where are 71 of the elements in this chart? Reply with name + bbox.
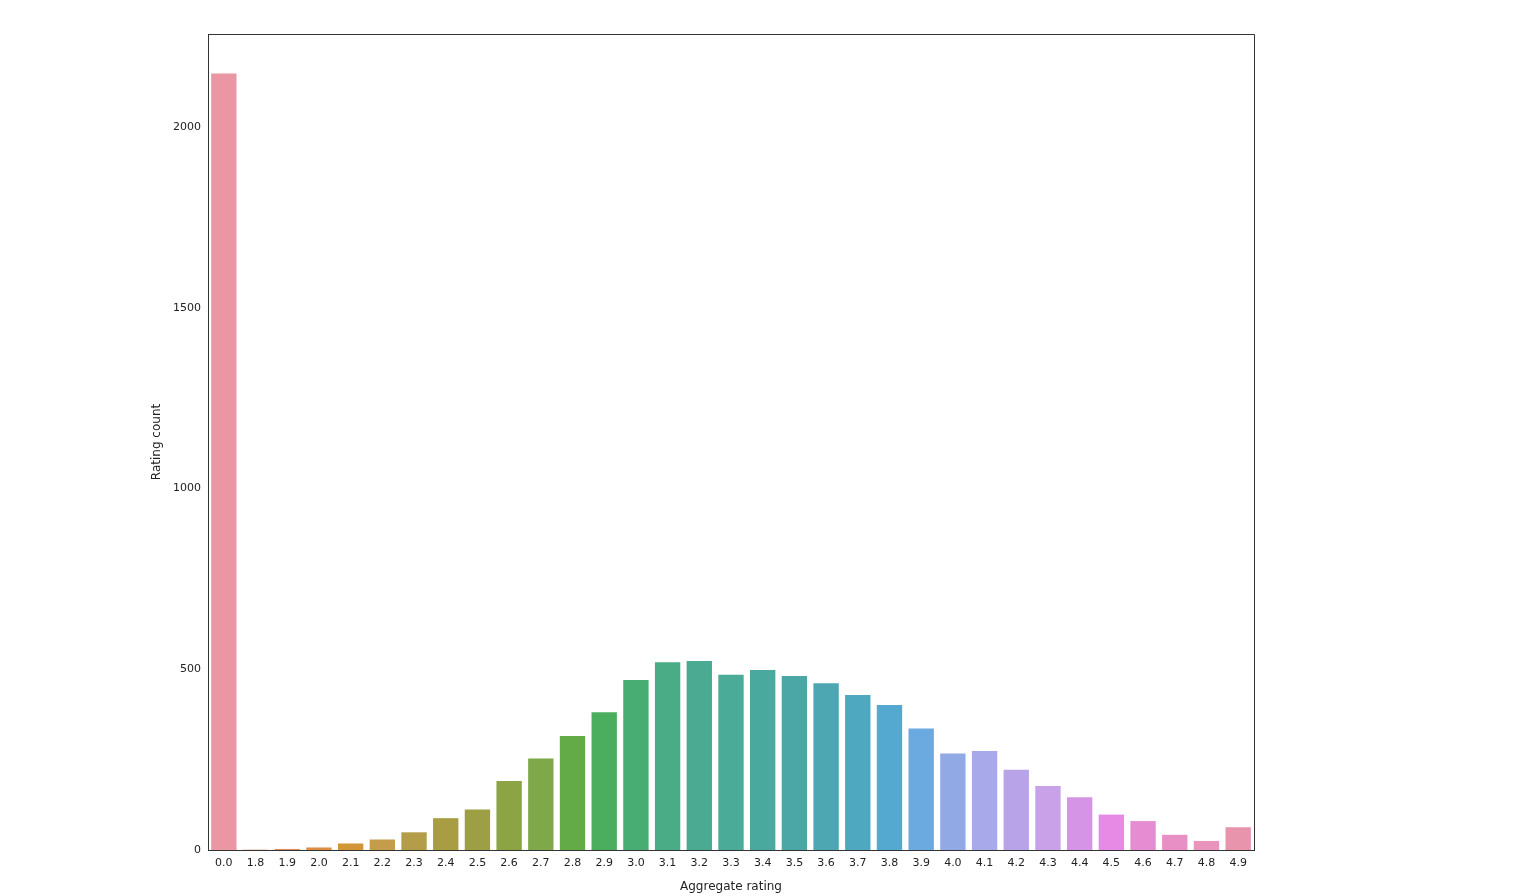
- x-tick-label: 2.9: [595, 856, 613, 870]
- x-tick-label: 2.6: [500, 856, 518, 870]
- x-tick-label: 4.0: [944, 856, 962, 870]
- bar: [654, 662, 681, 850]
- x-tick-label: 4.1: [975, 856, 994, 870]
- x-tick-label: 4.4: [1070, 856, 1089, 870]
- bar: [781, 676, 808, 850]
- x-tick-label: 3.6: [817, 856, 835, 870]
- x-tick-label: 3.3: [722, 856, 740, 870]
- bar: [1003, 769, 1029, 850]
- x-tick-label: 4.5: [1102, 856, 1121, 870]
- bar: [559, 736, 586, 850]
- x-tick-label: 0.0: [215, 856, 233, 870]
- bar: [433, 818, 459, 850]
- bar: [464, 809, 491, 850]
- bar: [401, 832, 427, 850]
- x-tick-label: 2.8: [563, 856, 582, 870]
- x-tick-label: 2.5: [468, 856, 487, 870]
- x-tick-label: 2.7: [532, 856, 550, 870]
- x-tick-label: 4.7: [1166, 856, 1184, 870]
- bar: [750, 669, 776, 850]
- bar: [337, 843, 364, 850]
- y-axis-title: Rating count: [149, 403, 164, 481]
- bar: [306, 847, 332, 850]
- x-tick-label: 3.7: [849, 856, 867, 870]
- x-tick-label: 3.5: [785, 856, 804, 870]
- bar: [591, 712, 617, 850]
- bar: [1098, 814, 1125, 850]
- bar: [1130, 821, 1156, 850]
- x-tick-label: 1.9: [278, 856, 296, 870]
- bar: [813, 683, 839, 850]
- bar: [496, 780, 522, 850]
- y-tick-label: 1500: [173, 300, 201, 314]
- y-tick-label: 2000: [173, 119, 201, 133]
- bar: [1162, 834, 1188, 850]
- x-tick-label: 3.9: [912, 856, 930, 870]
- x-tick-label: 3.1: [658, 856, 677, 870]
- x-tick-label: 2.2: [373, 856, 392, 870]
- x-tick-label: 4.8: [1197, 856, 1216, 870]
- x-tick-label: 4.9: [1229, 856, 1247, 870]
- bar: [211, 73, 237, 850]
- y-tick-label: 0: [194, 842, 201, 856]
- bar: [1225, 827, 1251, 850]
- bar: [1193, 840, 1220, 850]
- x-tick-label: 2.4: [436, 856, 455, 870]
- bar: [623, 680, 649, 850]
- x-axis-title: Aggregate rating: [680, 878, 782, 893]
- y-tick-label: 1000: [173, 481, 201, 495]
- x-tick-label: 2.1: [341, 856, 360, 870]
- x-tick-label: 4.3: [1039, 856, 1057, 870]
- x-tick-label: 2.3: [405, 856, 423, 870]
- bar: [876, 705, 903, 850]
- bar: [686, 660, 712, 850]
- bar: [908, 728, 934, 850]
- bar: [940, 753, 966, 850]
- x-tick-label: 2.0: [310, 856, 328, 870]
- x-tick-label: 1.8: [246, 856, 265, 870]
- y-tick-label: 500: [180, 662, 201, 676]
- x-tick-label: 4.6: [1134, 856, 1152, 870]
- x-tick-label: 4.2: [1007, 856, 1026, 870]
- bar: [1035, 786, 1061, 850]
- bar: [528, 758, 554, 850]
- x-tick-label: 3.2: [690, 856, 709, 870]
- bar: [845, 694, 871, 850]
- x-tick-label: 3.4: [753, 856, 772, 870]
- bar: [369, 839, 396, 850]
- bar: [718, 674, 744, 850]
- bar: [1066, 797, 1093, 850]
- bar: [971, 750, 998, 850]
- x-tick-label: 3.8: [880, 856, 899, 870]
- x-tick-label: 3.0: [627, 856, 645, 870]
